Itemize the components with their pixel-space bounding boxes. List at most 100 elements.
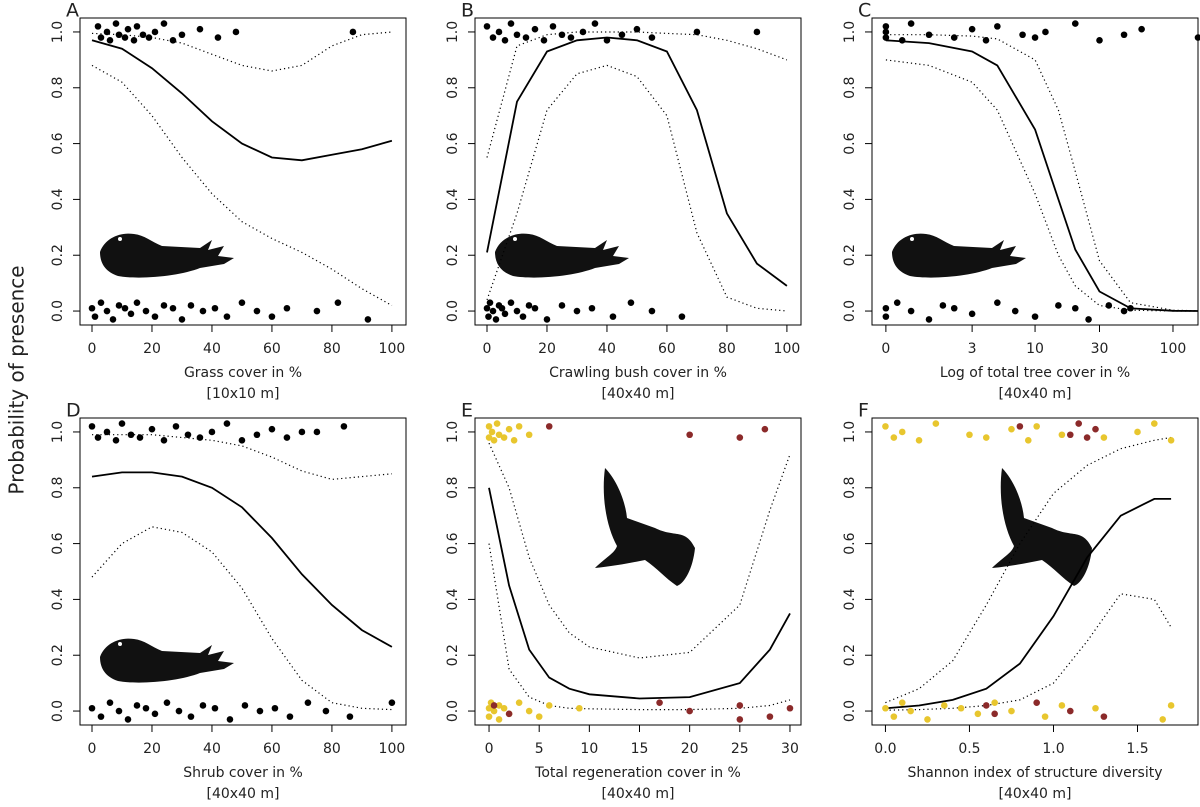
observation-point <box>256 707 264 715</box>
observation-point <box>187 713 195 720</box>
observation-point <box>346 713 354 720</box>
observation-point <box>133 299 141 306</box>
x-axis-label: [40x40 m] <box>207 786 280 802</box>
y-tick-label: 1.0 <box>842 21 858 43</box>
observation-point <box>678 313 686 320</box>
observation-point <box>968 310 976 318</box>
observation-point <box>686 431 693 439</box>
x-axis-label: [40x40 m] <box>999 786 1072 802</box>
observation-point <box>882 23 890 30</box>
ci-upper <box>885 436 1172 704</box>
observation-point <box>515 423 523 430</box>
observation-point <box>172 423 180 430</box>
y-tick-label: 0.0 <box>50 300 66 322</box>
observation-point <box>950 34 958 41</box>
observation-point <box>489 307 497 315</box>
observation-point <box>1031 313 1039 320</box>
observation-point <box>761 425 769 433</box>
y-tick-label: 0.8 <box>50 477 66 499</box>
observation-point <box>1011 307 1019 315</box>
observation-point <box>169 304 177 312</box>
x-tick-label: 0.5 <box>958 741 980 757</box>
observation-point <box>121 304 129 312</box>
observation-point <box>1071 20 1079 27</box>
x-axis-label: Shrub cover in % <box>183 765 303 781</box>
ci-lower <box>91 526 392 711</box>
observation-point <box>507 299 515 306</box>
observation-point <box>940 702 948 709</box>
observation-point <box>882 304 890 312</box>
fit-line <box>885 39 1199 312</box>
observation-point <box>500 434 508 441</box>
x-axis-label: Total regeneration cover in % <box>534 765 741 781</box>
y-tick-label: 1.0 <box>445 421 461 443</box>
observation-point <box>932 420 940 427</box>
observation-point <box>151 28 159 36</box>
fit-line <box>91 471 393 648</box>
bird-eye <box>910 237 914 241</box>
plot-frame <box>474 17 802 326</box>
ci-lower <box>488 543 791 711</box>
observation-point <box>145 34 153 41</box>
observation-point <box>490 702 498 709</box>
y-axis-label: Probability of presence <box>5 265 29 494</box>
observation-point <box>298 428 306 436</box>
x-tick-label: 80 <box>323 341 341 357</box>
observation-point <box>1167 702 1175 709</box>
observation-point <box>490 707 498 715</box>
observation-point <box>540 37 548 44</box>
observation-point <box>133 702 141 709</box>
observation-point <box>485 713 493 720</box>
observation-point <box>1031 34 1039 41</box>
panel: A 0.0 0.2 0.4 0.6 0.8 1.0 0 20 40 60 80 100 Grass cov… <box>50 0 407 402</box>
observation-point <box>493 420 501 427</box>
observation-point <box>549 23 557 30</box>
observation-point <box>500 704 508 712</box>
x-axis-label: Shannon index of structure diversity <box>907 765 1162 781</box>
y-tick-label: 1.0 <box>50 421 66 443</box>
observation-point <box>925 31 933 39</box>
panel: B 0.0 0.2 0.4 0.6 0.8 1.0 0 20 40 60 80 100 Crawling … <box>445 0 802 402</box>
x-tick-label: 20 <box>143 341 161 357</box>
observation-point <box>567 34 575 41</box>
observation-point <box>525 302 533 309</box>
observation-point <box>558 31 566 39</box>
x-axis-label: [40x40 m] <box>602 786 675 802</box>
observation-point <box>349 28 357 36</box>
bird-silhouette <box>100 638 234 683</box>
observation-point <box>106 37 114 44</box>
y-tick-label: 0.0 <box>445 300 461 322</box>
observation-point <box>573 307 581 315</box>
observation-point <box>483 23 491 30</box>
observation-point <box>982 434 990 441</box>
observation-point <box>513 307 521 315</box>
x-tick-label: 80 <box>323 741 341 757</box>
observation-point <box>1058 702 1066 709</box>
y-tick-label: 0.6 <box>50 132 66 154</box>
observation-point <box>184 431 192 439</box>
y-tick-label: 0.8 <box>445 77 461 99</box>
x-tick-label: 10 <box>1026 341 1044 357</box>
observation-point <box>268 425 276 433</box>
observation-point <box>991 710 998 718</box>
observation-point <box>283 304 291 312</box>
panel-letter: B <box>461 0 474 22</box>
x-tick-label: 60 <box>263 741 281 757</box>
observation-point <box>1167 437 1175 444</box>
y-tick-label: 0.0 <box>50 700 66 722</box>
observation-point <box>364 316 372 323</box>
x-tick-label: 1.5 <box>1126 741 1148 757</box>
observation-point <box>925 316 933 323</box>
panel-letter: C <box>858 0 871 22</box>
observation-point <box>501 37 509 44</box>
observation-point <box>1138 25 1145 33</box>
observation-point <box>1096 37 1103 44</box>
observation-point <box>1100 434 1108 441</box>
observation-point <box>226 716 234 723</box>
x-tick-label: 80 <box>718 341 736 357</box>
observation-point <box>1042 28 1049 36</box>
observation-point <box>950 304 958 312</box>
observation-point <box>238 437 246 444</box>
observation-point <box>531 25 539 33</box>
